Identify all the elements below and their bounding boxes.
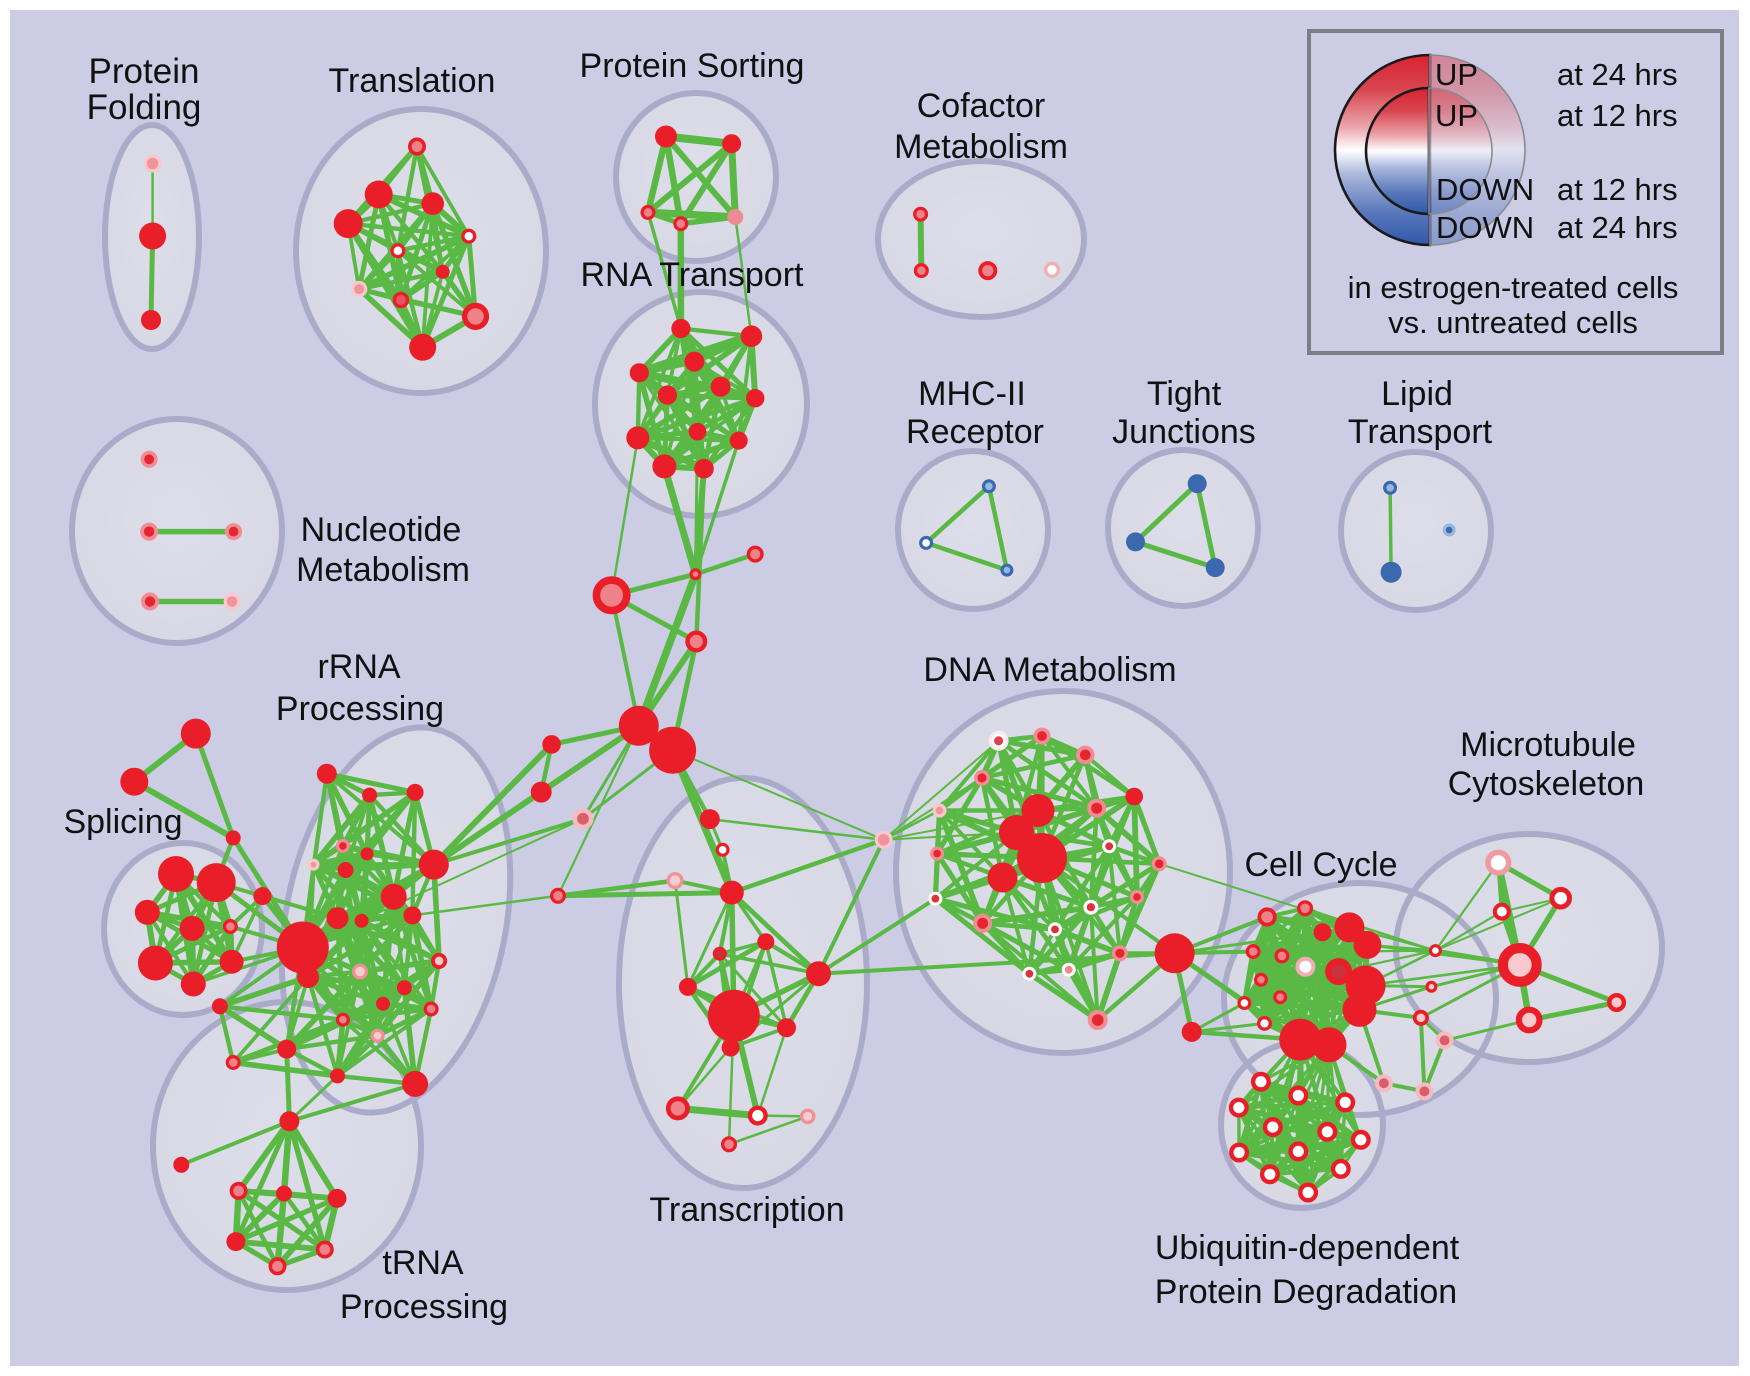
svg-text:DNA Metabolism: DNA Metabolism (923, 651, 1176, 689)
svg-text:Cofactor: Cofactor (917, 87, 1046, 125)
svg-text:Splicing: Splicing (63, 803, 182, 841)
svg-text:Junctions: Junctions (1112, 413, 1256, 451)
svg-text:Cell Cycle: Cell Cycle (1244, 846, 1397, 884)
svg-text:Processing: Processing (276, 690, 444, 728)
svg-text:at 24 hrs: at 24 hrs (1557, 210, 1678, 245)
svg-text:Metabolism: Metabolism (894, 128, 1068, 166)
svg-text:rRNA: rRNA (317, 648, 400, 686)
svg-text:Processing: Processing (340, 1288, 508, 1326)
svg-text:Metabolism: Metabolism (296, 551, 470, 589)
svg-text:MHC-II: MHC-II (918, 375, 1026, 413)
svg-text:DOWN: DOWN (1436, 210, 1534, 245)
svg-text:Protein Sorting: Protein Sorting (580, 47, 805, 85)
svg-text:Ubiquitin-dependent: Ubiquitin-dependent (1155, 1229, 1460, 1267)
svg-text:Nucleotide: Nucleotide (301, 511, 462, 549)
svg-text:vs. untreated cells: vs. untreated cells (1388, 305, 1638, 340)
svg-text:Lipid: Lipid (1381, 375, 1453, 413)
svg-text:Translation: Translation (329, 62, 496, 100)
svg-text:Transcription: Transcription (649, 1191, 844, 1229)
svg-text:Transport: Transport (1348, 413, 1493, 451)
svg-text:Folding: Folding (87, 88, 202, 127)
svg-text:DOWN: DOWN (1436, 172, 1534, 207)
svg-text:tRNA: tRNA (382, 1244, 464, 1282)
svg-text:UP: UP (1435, 57, 1478, 92)
svg-text:Microtubule: Microtubule (1460, 726, 1636, 764)
svg-text:RNA Transport: RNA Transport (581, 256, 805, 294)
svg-text:Tight: Tight (1147, 375, 1222, 413)
svg-text:Receptor: Receptor (906, 413, 1044, 451)
svg-text:Protein Degradation: Protein Degradation (1155, 1273, 1457, 1311)
svg-text:UP: UP (1435, 98, 1478, 133)
svg-text:at 12 hrs: at 12 hrs (1557, 98, 1678, 133)
svg-text:in estrogen-treated cells: in estrogen-treated cells (1348, 270, 1679, 305)
svg-text:Protein: Protein (89, 52, 200, 91)
svg-text:at 24 hrs: at 24 hrs (1557, 57, 1678, 92)
svg-text:at 12 hrs: at 12 hrs (1557, 172, 1678, 207)
svg-text:Cytoskeleton: Cytoskeleton (1448, 765, 1645, 803)
